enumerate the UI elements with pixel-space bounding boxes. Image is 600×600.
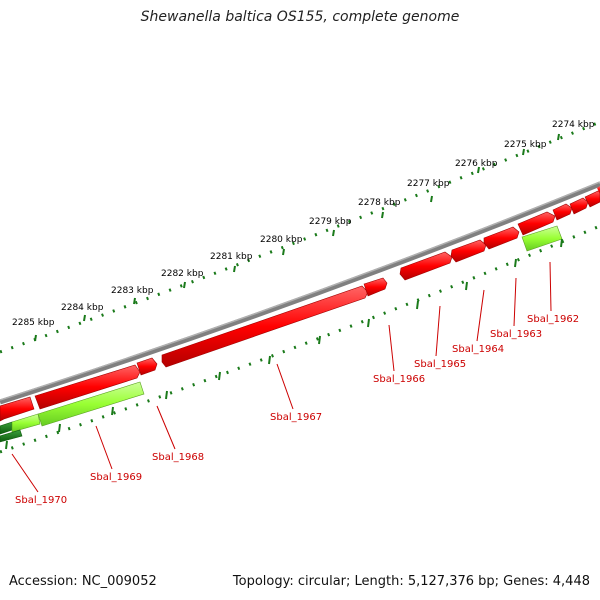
gene-box — [37, 381, 145, 427]
ruler-label-2275: 2275 kbp — [504, 140, 547, 150]
gene-label-sbal-1970: Sbal_1970 — [15, 495, 67, 506]
ruler-label-2285: 2285 kbp — [12, 318, 55, 328]
genome-backbone — [0, 181, 600, 405]
gene-arrow — [569, 197, 589, 215]
outer-major-ticks — [34, 133, 560, 342]
map-title: Shewanella baltica OS155, complete genom… — [140, 9, 460, 25]
accession-text: Accession: NC_009052 — [9, 574, 157, 589]
gene-box — [0, 421, 13, 435]
ruler-label-2280: 2280 kbp — [260, 235, 303, 245]
gene-arrow — [517, 211, 556, 236]
ruler-label-2274: 2274 kbp — [552, 120, 595, 130]
gene-label-sbal-1966: Sbal_1966 — [373, 374, 425, 385]
gene-label-sbal-1968: Sbal_1968 — [152, 452, 204, 463]
gene-label-sbal-1965: Sbal_1965 — [414, 359, 466, 370]
ruler-label-2279: 2279 kbp — [309, 217, 352, 227]
outer-tick-ring — [0, 120, 600, 354]
gene-label-sbal-1964: Sbal_1964 — [452, 344, 504, 355]
ruler-label-2284: 2284 kbp — [61, 303, 104, 313]
gene-arrow — [584, 190, 600, 208]
gene-arrow — [363, 277, 388, 297]
gene-arrow — [552, 203, 573, 221]
ruler-label-2283: 2283 kbp — [111, 286, 154, 296]
reverse-genes — [0, 225, 563, 443]
gene-label-sbal-1967: Sbal_1967 — [270, 412, 322, 423]
gene-label-sbal-1962: Sbal_1962 — [527, 314, 579, 325]
gene-arrow-tip — [597, 186, 600, 194]
ruler-label-2278: 2278 kbp — [358, 198, 401, 208]
gene-arrow — [34, 364, 141, 410]
ruler-label-2282: 2282 kbp — [161, 269, 204, 279]
gene-label-sbal-1963: Sbal_1963 — [490, 329, 542, 340]
gene-arrow — [136, 357, 158, 376]
gene-arrow — [0, 396, 35, 422]
gene-arrow — [399, 251, 453, 281]
ruler-label-2281: 2281 kbp — [210, 252, 253, 262]
label-leaders — [11, 261, 552, 493]
topology-text: Topology: circular; Length: 5,127,376 bp… — [232, 574, 590, 589]
ruler-label-2276: 2276 kbp — [455, 159, 498, 169]
gene-label-sbal-1969: Sbal_1969 — [90, 472, 142, 483]
ruler-label-2277: 2277 kbp — [407, 179, 450, 189]
inner-major-ticks — [5, 238, 563, 450]
backbone-highlight — [0, 181, 600, 401]
gene-arrow — [450, 239, 487, 263]
gene-arrow — [161, 285, 369, 368]
gene-arrow — [483, 226, 520, 250]
forward-genes — [0, 190, 600, 422]
gene-box — [11, 413, 41, 433]
gene-box — [0, 429, 23, 443]
